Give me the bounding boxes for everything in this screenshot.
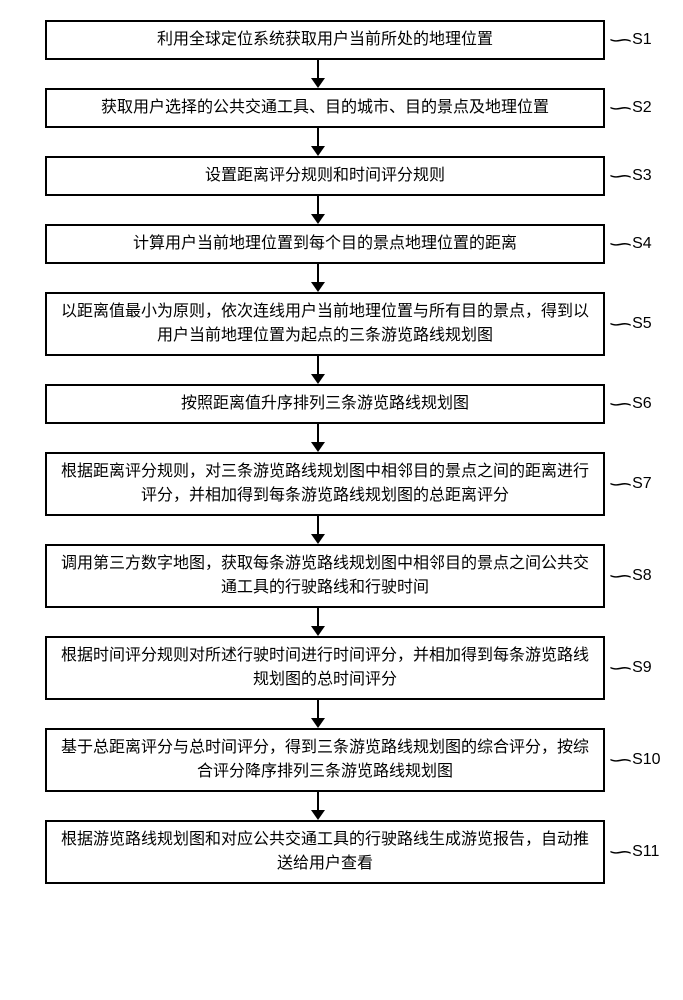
arrow-down-icon xyxy=(10,516,673,544)
tilde-icon: ∽ xyxy=(607,474,634,495)
step-id-label: S2 xyxy=(632,99,652,117)
step-id-label: S4 xyxy=(632,235,652,253)
arrow-down-icon xyxy=(10,356,673,384)
step-label-area: ∽ S11 xyxy=(613,842,673,863)
step-label-area: ∽ S7 xyxy=(613,474,673,495)
arrow-down-icon xyxy=(10,196,673,224)
step-id-label: S10 xyxy=(632,751,660,769)
flow-node-s2: 获取用户选择的公共交通工具、目的城市、目的景点及地理位置 xyxy=(45,88,605,128)
step-label-area: ∽ S4 xyxy=(613,234,673,255)
arrow-down-icon xyxy=(10,128,673,156)
arrow-down-icon xyxy=(10,700,673,728)
flow-node-s5: 以距离值最小为原则，依次连线用户当前地理位置与所有目的景点，得到以用户当前地理位… xyxy=(45,292,605,356)
tilde-icon: ∽ xyxy=(607,30,634,51)
arrow-down-icon xyxy=(10,792,673,820)
flow-step-row: 调用第三方数字地图，获取每条游览路线规划图中相邻目的景点之间公共交通工具的行驶路… xyxy=(10,544,673,608)
step-id-label: S8 xyxy=(632,567,652,585)
tilde-icon: ∽ xyxy=(607,98,634,119)
arrow-down-icon xyxy=(10,424,673,452)
step-label-area: ∽ S5 xyxy=(613,314,673,335)
step-id-label: S5 xyxy=(632,315,652,333)
arrow-down-icon xyxy=(10,608,673,636)
flow-step-row: 基于总距离评分与总时间评分，得到三条游览路线规划图的综合评分，按综合评分降序排列… xyxy=(10,728,673,792)
flow-step-row: 计算用户当前地理位置到每个目的景点地理位置的距离 ∽ S4 xyxy=(10,224,673,264)
tilde-icon: ∽ xyxy=(607,566,634,587)
flow-node-s4: 计算用户当前地理位置到每个目的景点地理位置的距离 xyxy=(45,224,605,264)
flow-step-row: 利用全球定位系统获取用户当前所处的地理位置 ∽ S1 xyxy=(10,20,673,60)
step-label-area: ∽ S8 xyxy=(613,566,673,587)
step-label-area: ∽ S1 xyxy=(613,30,673,51)
flow-node-s3: 设置距离评分规则和时间评分规则 xyxy=(45,156,605,196)
tilde-icon: ∽ xyxy=(607,314,634,335)
flow-node-s7: 根据距离评分规则，对三条游览路线规划图中相邻目的景点之间的距离进行评分，并相加得… xyxy=(45,452,605,516)
flow-node-s6: 按照距离值升序排列三条游览路线规划图 xyxy=(45,384,605,424)
flow-node-s9: 根据时间评分规则对所述行驶时间进行时间评分，并相加得到每条游览路线规划图的总时间… xyxy=(45,636,605,700)
arrow-down-icon xyxy=(10,264,673,292)
step-label-area: ∽ S6 xyxy=(613,394,673,415)
step-id-label: S9 xyxy=(632,659,652,677)
flow-step-row: 根据距离评分规则，对三条游览路线规划图中相邻目的景点之间的距离进行评分，并相加得… xyxy=(10,452,673,516)
step-label-area: ∽ S2 xyxy=(613,98,673,119)
step-id-label: S11 xyxy=(632,843,659,861)
flowchart-container: 利用全球定位系统获取用户当前所处的地理位置 ∽ S1 获取用户选择的公共交通工具… xyxy=(10,20,673,884)
flow-node-s10: 基于总距离评分与总时间评分，得到三条游览路线规划图的综合评分，按综合评分降序排列… xyxy=(45,728,605,792)
flow-step-row: 设置距离评分规则和时间评分规则 ∽ S3 xyxy=(10,156,673,196)
flow-step-row: 根据游览路线规划图和对应公共交通工具的行驶路线生成游览报告，自动推送给用户查看 … xyxy=(10,820,673,884)
flow-step-row: 以距离值最小为原则，依次连线用户当前地理位置与所有目的景点，得到以用户当前地理位… xyxy=(10,292,673,356)
flow-step-row: 根据时间评分规则对所述行驶时间进行时间评分，并相加得到每条游览路线规划图的总时间… xyxy=(10,636,673,700)
flow-node-s1: 利用全球定位系统获取用户当前所处的地理位置 xyxy=(45,20,605,60)
step-id-label: S6 xyxy=(632,395,652,413)
arrow-down-icon xyxy=(10,60,673,88)
tilde-icon: ∽ xyxy=(607,166,634,187)
step-label-area: ∽ S10 xyxy=(613,750,673,771)
step-id-label: S3 xyxy=(632,167,652,185)
step-label-area: ∽ S3 xyxy=(613,166,673,187)
tilde-icon: ∽ xyxy=(607,234,634,255)
tilde-icon: ∽ xyxy=(607,842,634,863)
flow-node-s8: 调用第三方数字地图，获取每条游览路线规划图中相邻目的景点之间公共交通工具的行驶路… xyxy=(45,544,605,608)
flow-node-s11: 根据游览路线规划图和对应公共交通工具的行驶路线生成游览报告，自动推送给用户查看 xyxy=(45,820,605,884)
step-id-label: S7 xyxy=(632,475,652,493)
tilde-icon: ∽ xyxy=(607,658,634,679)
flow-step-row: 获取用户选择的公共交通工具、目的城市、目的景点及地理位置 ∽ S2 xyxy=(10,88,673,128)
step-id-label: S1 xyxy=(632,31,652,49)
step-label-area: ∽ S9 xyxy=(613,658,673,679)
flow-step-row: 按照距离值升序排列三条游览路线规划图 ∽ S6 xyxy=(10,384,673,424)
tilde-icon: ∽ xyxy=(607,750,634,771)
tilde-icon: ∽ xyxy=(607,394,634,415)
